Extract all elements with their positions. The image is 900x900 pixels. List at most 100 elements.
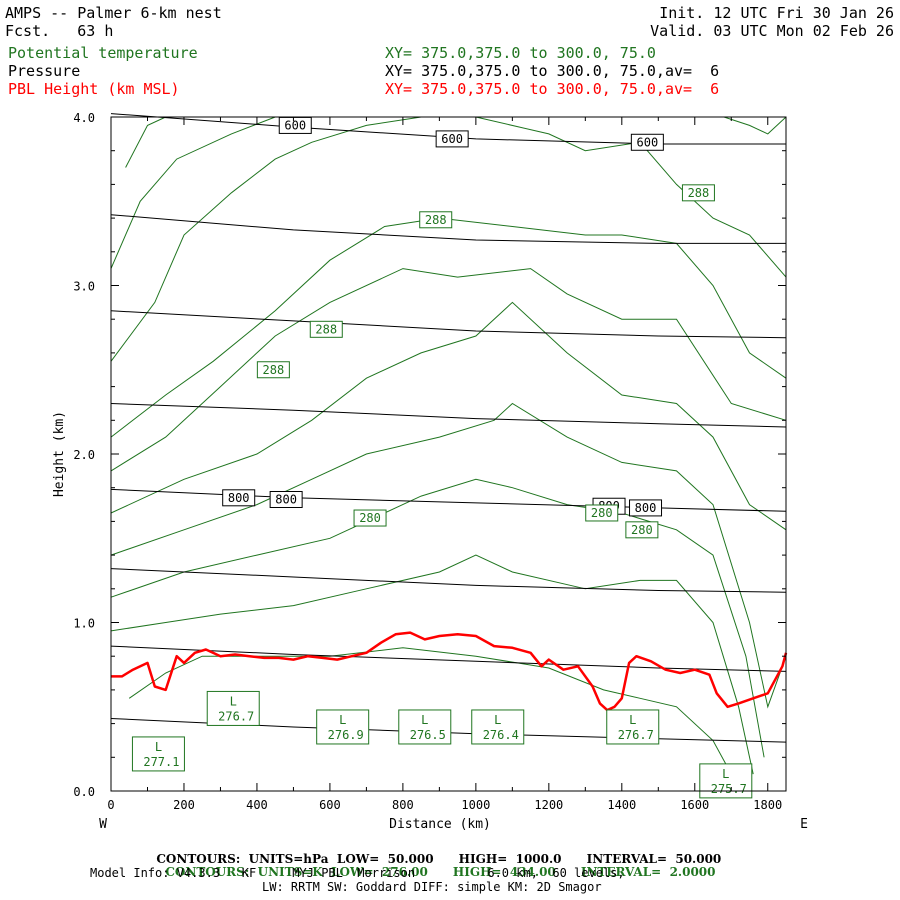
theta-label: 288 (309, 320, 343, 338)
legend-pbl-label: PBL Height (km MSL) (8, 80, 180, 98)
theta-contour (475, 116, 787, 278)
pressure-label: 800 (269, 490, 303, 508)
low-center-box (398, 709, 452, 745)
pressure-label-box (629, 499, 663, 517)
pressure-contour-800 (110, 568, 787, 593)
theta-label-box (419, 211, 453, 229)
pressure-label-text: 600 (441, 132, 463, 146)
theta-contour (128, 647, 732, 775)
low-center-box (606, 709, 660, 745)
low-center-box (206, 690, 260, 726)
pressure-contour-550 (110, 113, 786, 145)
x-tick-label: 400 (246, 798, 268, 812)
low-center-value: 275.7 (711, 782, 747, 796)
pressure-label-text: 800 (275, 492, 297, 506)
legend-pressure-label: Pressure (8, 62, 81, 80)
legend-pressure-xy: XY= 375.0,375.0 to 300.0, 75.0,av= 6 (385, 62, 720, 80)
low-center-value: 277.1 (143, 755, 179, 769)
pressure-label-text: 600 (284, 118, 306, 132)
pressure-contour-700 (110, 403, 787, 428)
low-center-value: 276.7 (618, 728, 654, 742)
west-label: W (99, 817, 107, 832)
x-tick-label: 1800 (753, 798, 782, 812)
theta-contour (125, 116, 166, 168)
pressure-label-box (435, 130, 469, 148)
legend-theta-xy: XY= 375.0,375.0 to 300.0, 75.0 (385, 44, 656, 62)
low-center-letter: L (494, 713, 501, 727)
low-center-value: 276.5 (410, 728, 446, 742)
pressure-label-box (630, 133, 664, 151)
theta-label-text: 288 (688, 186, 710, 200)
low-center-box (699, 763, 753, 799)
theta-contour (110, 268, 787, 472)
x-tick-label: 1200 (534, 798, 563, 812)
low-center-value: 276.9 (328, 728, 364, 742)
pressure-label: 600 (278, 116, 312, 134)
theta-contour (110, 478, 765, 758)
legend-pbl-xy: XY= 375.0,375.0 to 300.0, 75.0,av= 6 (385, 80, 720, 98)
theta-contour (110, 402, 787, 709)
pbl-height-line (111, 631, 788, 712)
pressure-contour-600 (110, 214, 786, 244)
low-center-letter: L (230, 694, 237, 708)
pressure-label: 800 (222, 489, 256, 507)
theta-contour (110, 217, 787, 438)
y-axis-label: Height (km) (52, 411, 67, 497)
y-tick-label: 4.0 (73, 111, 95, 125)
pressure-label: 800 (629, 499, 663, 517)
low-center-box (471, 709, 525, 745)
y-tick-label: 3.0 (73, 280, 95, 294)
theta-label: 280 (625, 521, 659, 539)
low-center-letter: L (155, 740, 162, 754)
pressure-label-box (222, 489, 256, 507)
footer-physics-info: LW: RRTM SW: Goddard DIFF: simple KM: 2D… (262, 880, 602, 894)
y-tick-label: 1.0 (73, 617, 95, 631)
x-tick-label: 0 (107, 798, 114, 812)
low-center-box (316, 709, 370, 745)
low-center-letter: L (339, 713, 346, 727)
theta-label: 288 (419, 211, 453, 229)
low-center-letter: L (629, 713, 636, 727)
forecast-hour: Fcst. 63 h (5, 22, 114, 40)
low-center-value: 276.4 (483, 728, 519, 742)
footer-pressure-contours: CONTOURS: UNITS=hPa LOW= 50.000 HIGH= 10… (156, 852, 722, 866)
valid-time: Valid. 03 UTC Mon 02 Feb 26 (650, 22, 894, 40)
east-label: E (800, 817, 808, 832)
theta-label-text: 288 (263, 363, 285, 377)
x-axis-label: Distance (km) (389, 817, 491, 832)
theta-label-text: 280 (359, 511, 381, 525)
theta-contour (110, 116, 276, 269)
theta-label: 288 (681, 184, 715, 202)
pressure-label-text: 800 (635, 501, 657, 515)
pressure-contour-900 (110, 718, 787, 743)
pressure-label-box (269, 490, 303, 508)
pressure-contour-850 (110, 645, 787, 672)
theta-label: 288 (256, 361, 290, 379)
pressure-label-box (278, 116, 312, 134)
x-tick-label: 600 (319, 798, 341, 812)
theta-contour (110, 554, 754, 775)
theta-label: 280 (585, 504, 619, 522)
theta-contour (110, 116, 422, 362)
theta-label-text: 288 (315, 322, 337, 336)
chart-title: AMPS -- Palmer 6-km nest (5, 4, 222, 22)
pressure-label: 800 (592, 497, 626, 515)
x-tick-label: 1000 (461, 798, 490, 812)
theta-label-box (681, 184, 715, 202)
theta-label-text: 288 (425, 213, 447, 227)
theta-label-box (625, 521, 659, 539)
pressure-label-text: 800 (228, 491, 250, 505)
init-time: Init. 12 UTC Fri 30 Jan 26 (659, 4, 894, 22)
theta-label-box (309, 320, 343, 338)
x-tick-label: 200 (173, 798, 195, 812)
pressure-label: 600 (435, 130, 469, 148)
low-center-box (131, 736, 185, 772)
low-center-letter: L (722, 767, 729, 781)
